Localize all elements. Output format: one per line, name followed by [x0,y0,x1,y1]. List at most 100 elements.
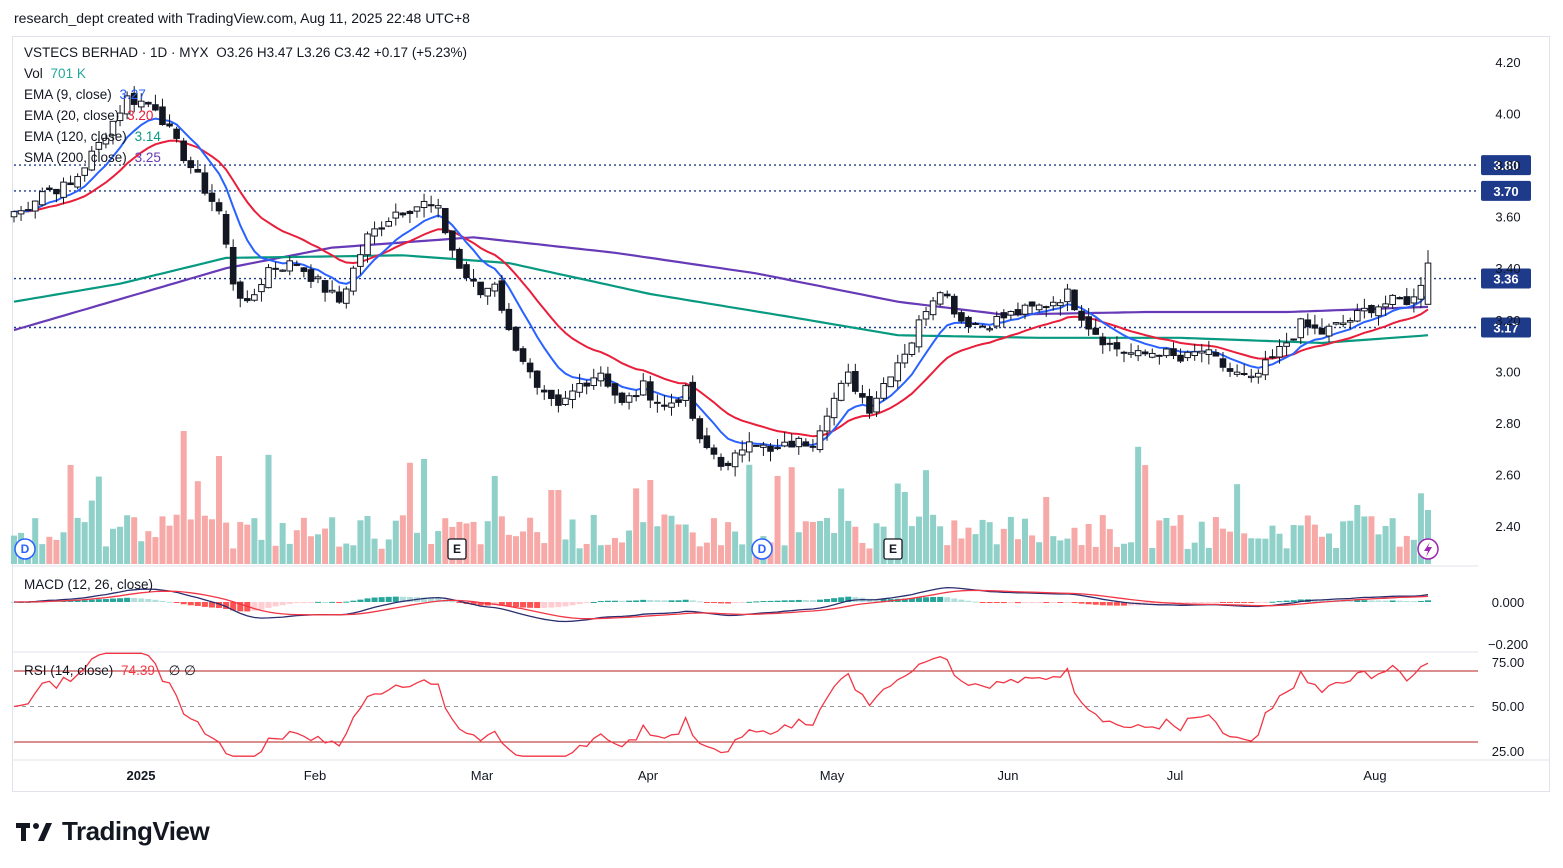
candle[interactable] [364,233,371,256]
candle[interactable] [512,326,520,351]
candle[interactable] [1042,306,1050,309]
candle[interactable] [682,385,689,401]
candle[interactable] [576,383,583,393]
candle[interactable] [1219,358,1227,368]
candle[interactable] [639,380,647,396]
candle[interactable] [1311,324,1319,329]
candle[interactable] [597,372,605,382]
candle[interactable] [1007,311,1015,316]
legend-ema9-row[interactable]: EMA (9, close) 3.27 [24,87,146,102]
candle[interactable] [434,205,442,209]
rsi-line[interactable] [13,652,1429,757]
candle[interactable] [901,353,909,364]
candle[interactable] [936,292,944,305]
candle[interactable] [1184,351,1191,359]
candle[interactable] [272,267,279,270]
legend-volume-row[interactable]: Vol 701 K [24,66,86,81]
candle[interactable] [1191,351,1198,357]
candle[interactable] [894,362,902,382]
candle[interactable] [293,263,301,266]
candle[interactable] [31,200,39,212]
candle[interactable] [385,221,393,227]
candle[interactable] [477,281,484,296]
candle[interactable] [816,430,824,451]
candle[interactable] [1375,306,1382,317]
candle[interactable] [17,210,25,215]
candle[interactable] [689,381,697,419]
candle[interactable] [484,287,491,297]
candle[interactable] [710,447,718,455]
candle[interactable] [180,140,187,162]
candle[interactable] [1276,345,1283,358]
candle[interactable] [350,267,357,292]
candle[interactable] [328,289,336,293]
candle[interactable] [81,167,89,176]
candle[interactable] [1424,262,1432,305]
ema9-line[interactable] [13,117,1429,448]
candle[interactable] [647,381,654,401]
candle[interactable] [208,192,216,202]
candle[interactable] [1141,351,1149,355]
candle[interactable] [456,248,463,269]
candle[interactable] [102,137,110,145]
candle[interactable] [449,230,456,251]
candle[interactable] [357,254,364,267]
candle[interactable] [1156,354,1163,357]
legend-ema120-row[interactable]: EMA (120, close) 3.14 [24,129,161,144]
candle[interactable] [611,383,619,396]
candle[interactable] [441,207,449,234]
dividend-marker[interactable] [751,538,773,560]
candle[interactable] [717,456,725,467]
candle[interactable] [1057,302,1064,307]
candle[interactable] [1028,301,1036,307]
candle[interactable] [342,288,350,304]
candle[interactable] [236,281,244,299]
candle[interactable] [1000,312,1008,319]
candle[interactable] [802,441,810,447]
candle[interactable] [908,342,916,356]
candle[interactable] [1304,319,1312,328]
candle[interactable] [1035,304,1043,311]
candle[interactable] [979,325,986,328]
candle[interactable] [1297,318,1305,339]
legend-rsi-row[interactable]: RSI (14, close) 74.39 ∅ ∅ [24,663,196,679]
candle[interactable] [1389,294,1396,306]
candle[interactable] [1099,336,1107,346]
candle[interactable] [1148,352,1156,358]
candle[interactable] [661,404,668,407]
candle[interactable] [929,300,937,316]
legend-macd-row[interactable]: MACD (12, 26, close) [24,577,153,592]
candle[interactable] [1410,296,1418,304]
candle[interactable] [1071,289,1078,311]
candle[interactable] [1106,342,1114,345]
candle[interactable] [852,371,859,392]
candle[interactable] [10,211,18,218]
candle[interactable] [1120,351,1128,354]
candle[interactable] [562,397,569,406]
candle[interactable] [463,264,470,279]
candle[interactable] [774,447,781,450]
candle[interactable] [986,328,993,331]
candle[interactable] [1283,342,1290,347]
candle[interactable] [1233,371,1241,375]
candle[interactable] [1134,350,1142,357]
candle[interactable] [915,319,923,348]
candle[interactable] [837,382,845,401]
candle[interactable] [781,441,788,447]
candle[interactable] [321,280,329,293]
candle[interactable] [95,141,103,150]
candle[interactable] [1318,327,1326,335]
candle[interactable] [173,128,180,139]
macd-signal-line[interactable] [14,589,1429,620]
candle[interactable] [753,444,760,447]
candle[interactable] [229,246,237,285]
symbol-label[interactable]: VSTECS BERHAD · 1D · MYX [24,45,209,60]
candle[interactable] [1212,352,1220,357]
candle[interactable] [533,370,541,388]
candle[interactable] [1198,350,1206,354]
candle[interactable] [427,204,435,207]
candle[interactable] [1113,342,1121,350]
legend-ema20-row[interactable]: EMA (20, close) 3.20 [24,108,153,123]
candle[interactable] [88,150,96,171]
